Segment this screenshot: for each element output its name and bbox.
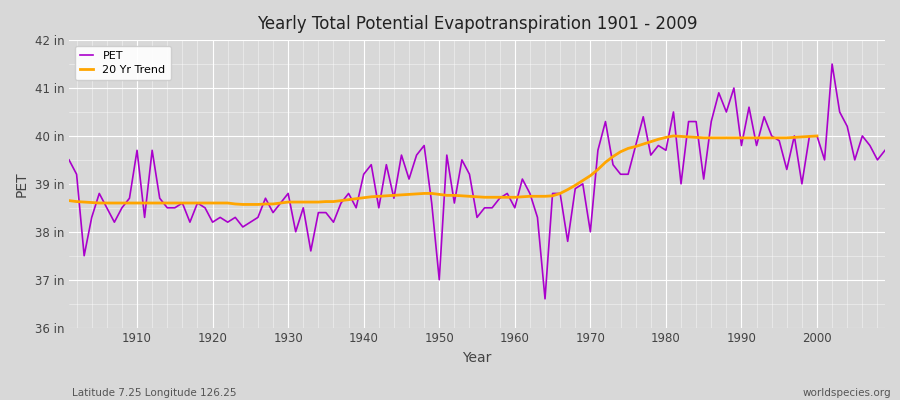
PET [509,206,520,210]
20 Yr Trend [812,134,823,138]
Text: worldspecies.org: worldspecies.org [803,388,891,398]
PET [291,229,302,234]
20 Yr Trend [668,134,679,138]
Y-axis label: PET: PET [15,171,29,197]
Line: 20 Yr Trend: 20 Yr Trend [69,136,817,204]
20 Yr Trend [517,194,527,199]
Line: PET: PET [69,64,885,299]
PET [608,162,618,167]
20 Yr Trend [789,135,800,140]
PET [879,148,890,153]
X-axis label: Year: Year [463,351,491,365]
PET [64,158,75,162]
PET [124,196,135,201]
20 Yr Trend [207,201,218,206]
20 Yr Trend [245,202,256,207]
20 Yr Trend [64,198,75,203]
20 Yr Trend [766,136,777,140]
20 Yr Trend [456,194,467,198]
Title: Yearly Total Potential Evapotranspiration 1901 - 2009: Yearly Total Potential Evapotranspiratio… [256,15,698,33]
PET [336,201,346,206]
PET [827,62,838,66]
PET [540,296,551,301]
Text: Latitude 7.25 Longitude 126.25: Latitude 7.25 Longitude 126.25 [72,388,237,398]
20 Yr Trend [238,202,248,207]
PET [502,191,513,196]
Legend: PET, 20 Yr Trend: PET, 20 Yr Trend [75,46,171,80]
